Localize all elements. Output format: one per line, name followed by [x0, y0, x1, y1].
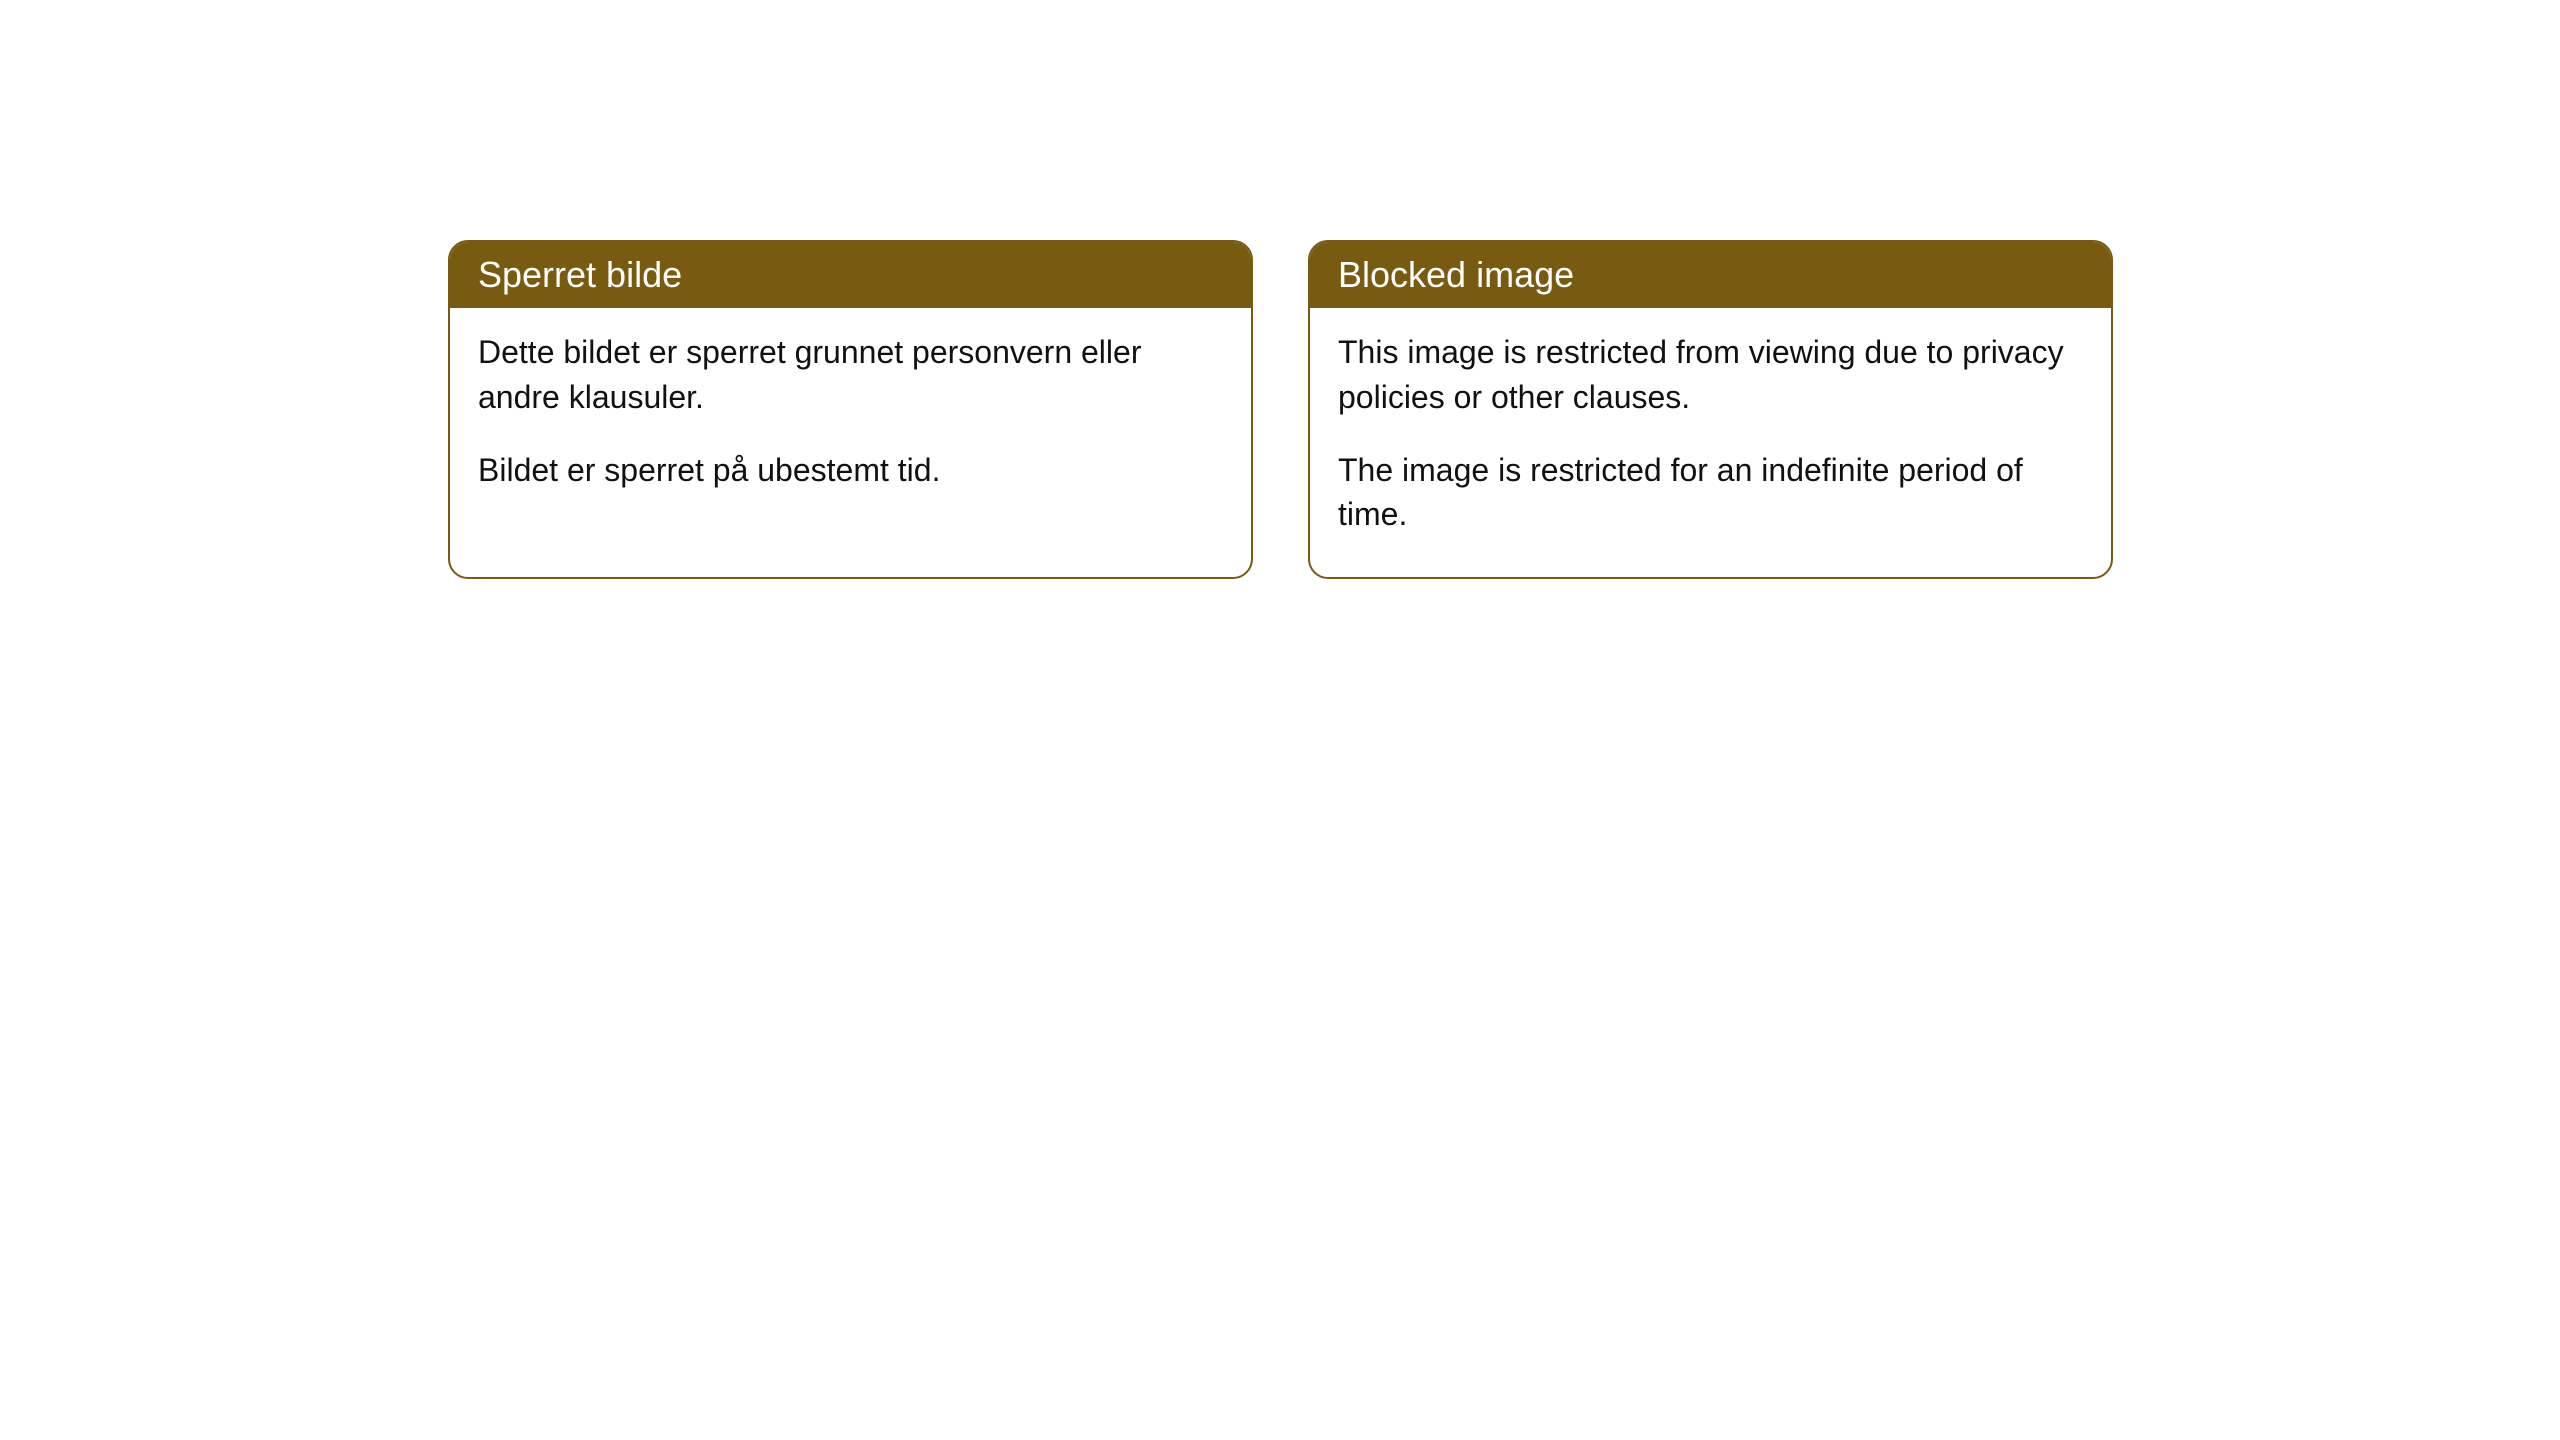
card-body-en: This image is restricted from viewing du…	[1310, 308, 2111, 577]
blocked-image-card-no: Sperret bilde Dette bildet er sperret gr…	[448, 240, 1253, 579]
card-paragraph-2-en: The image is restricted for an indefinit…	[1338, 448, 2083, 538]
card-paragraph-1-no: Dette bildet er sperret grunnet personve…	[478, 330, 1223, 420]
card-paragraph-1-en: This image is restricted from viewing du…	[1338, 330, 2083, 420]
card-header-en: Blocked image	[1310, 242, 2111, 308]
cards-container: Sperret bilde Dette bildet er sperret gr…	[448, 240, 2113, 579]
card-body-no: Dette bildet er sperret grunnet personve…	[450, 308, 1251, 532]
card-paragraph-2-no: Bildet er sperret på ubestemt tid.	[478, 448, 1223, 493]
blocked-image-card-en: Blocked image This image is restricted f…	[1308, 240, 2113, 579]
card-header-no: Sperret bilde	[450, 242, 1251, 308]
